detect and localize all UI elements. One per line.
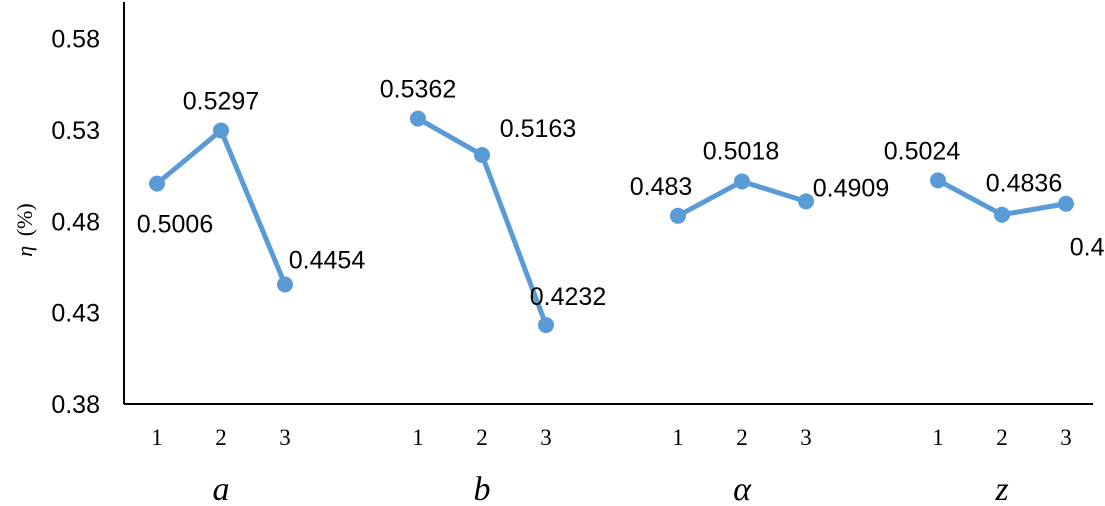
data-point [994,206,1010,223]
y-tick-label: 0.48 [51,208,100,236]
y-tick-label: 0.53 [51,117,100,145]
x-tick-label: 1 [932,425,944,450]
data-labels: 0.5006 0.5297 0.4454 0.5362 0.5163 0.4232 0.48… [137,76,1105,311]
data-label: 0.4232 [530,283,606,311]
y-axis-label-symbol: η [12,246,37,257]
data-point [149,175,165,192]
x-tick-label: 2 [215,425,227,450]
data-label: 0.5297 [183,87,259,115]
y-axis-label-unit: (%) [12,203,37,236]
data-point [1058,195,1074,212]
data-points [149,110,1074,334]
data-label: 0.5006 [137,211,213,239]
data-label: 0.4909 [813,174,889,202]
data-label: 0.5362 [380,76,456,104]
x-tick-label: 3 [279,425,291,450]
data-point [474,146,490,163]
group-label: a [213,471,230,506]
data-point [277,276,293,293]
x-tick-label: 1 [151,425,163,450]
x-tick-label: 2 [996,425,1008,450]
data-label: 0.4454 [289,246,366,274]
group-label: α [733,471,752,506]
data-point [798,193,814,210]
x-tick-label: 3 [800,425,812,450]
data-label: 0.4896 [1070,234,1105,262]
x-tick-label: 1 [672,425,684,450]
y-tick-label: 0.43 [51,300,100,328]
group-label: z [994,471,1008,506]
data-point [734,173,750,190]
x-tick-label: 2 [476,425,488,450]
data-point [213,122,229,139]
data-label: 0.5018 [703,137,779,165]
data-label: 0.5024 [884,137,961,165]
x-tick-label: 2 [736,425,748,450]
x-tick-labels: 1 2 3 a 1 2 3 b 1 2 3 α 1 2 3 z [151,425,1072,506]
y-axis-label: η (%) [12,203,37,256]
data-point [410,110,426,127]
data-point [538,317,554,334]
data-label: 0.5163 [500,115,576,143]
data-point [670,207,686,224]
series-line-0 [154,127,288,287]
x-tick-label: 3 [1060,425,1072,450]
group-label: b [474,471,491,506]
y-tick-labels: 0.38 0.43 0.48 0.53 0.58 [51,26,100,419]
x-tick-label: 1 [412,425,424,450]
data-point [930,172,946,189]
y-tick-label: 0.58 [51,26,100,54]
y-tick-label: 0.38 [51,391,100,419]
data-label: 0.4836 [986,170,1062,198]
x-tick-label: 3 [540,425,552,450]
data-label: 0.483 [630,173,693,201]
